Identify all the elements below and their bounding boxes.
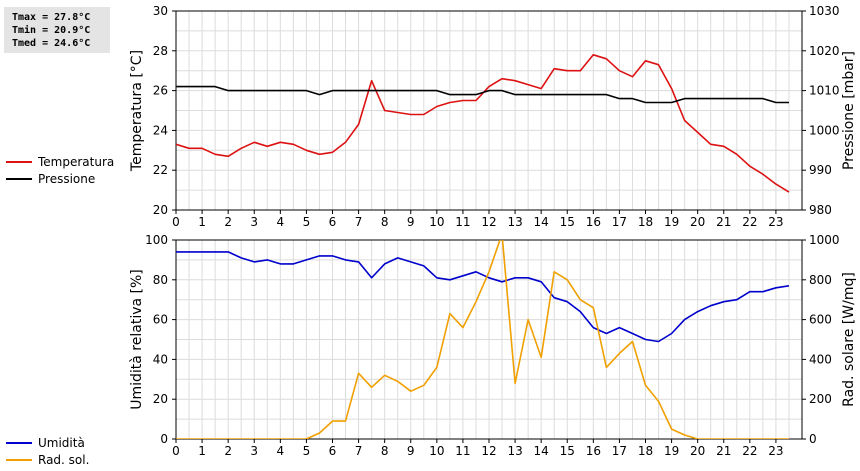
chart-2-x-tick-label: 19 <box>664 444 679 458</box>
chart-2-x-tick-label: 8 <box>381 444 389 458</box>
tmax-value: Tmax = 27.8°C <box>12 12 91 23</box>
chart-2-y-right-tick-label: 600 <box>809 313 832 327</box>
chart-2-y-left-tick-label: 0 <box>160 432 168 446</box>
chart-2-y-left-tick-label: 20 <box>153 392 168 406</box>
chart-2-x-tick-label: 20 <box>690 444 705 458</box>
chart-1-x-tick-label: 2 <box>224 215 232 229</box>
chart-2-y-right-tick-label: 400 <box>809 352 832 366</box>
chart-2-y-left-tick-label: 40 <box>153 352 168 366</box>
chart-1-x-tick-label: 21 <box>716 215 731 229</box>
legend-label-umidita: Umidità <box>38 436 85 450</box>
chart-2-x-tick-label: 13 <box>507 444 522 458</box>
chart-1-x-tick-label: 12 <box>481 215 496 229</box>
legend-swatch-pressione <box>6 178 32 180</box>
chart-2-y-right-tick-label: 0 <box>809 432 817 446</box>
chart-2-y-left-tick-label: 60 <box>153 313 168 327</box>
legend-item-temperatura: Temperatura <box>6 154 156 170</box>
chart-2-x-tick-label: 7 <box>355 444 363 458</box>
chart-2-x-tick-label: 15 <box>560 444 575 458</box>
chart-2-x-tick-label: 18 <box>638 444 653 458</box>
chart-2-x-tick-label: 12 <box>481 444 496 458</box>
chart-1-x-tick-label: 17 <box>612 215 627 229</box>
chart-1-y-left-tick-label: 26 <box>153 84 168 98</box>
chart-2-y-left-tick-label: 80 <box>153 273 168 287</box>
chart-1-y-left-tick-label: 30 <box>153 4 168 18</box>
chart-1-x-tick-label: 7 <box>355 215 363 229</box>
chart-1-series-pressione <box>176 85 789 104</box>
chart-1-x-tick-label: 4 <box>277 215 285 229</box>
chart-2-x-tick-label: 9 <box>407 444 415 458</box>
legend-label-pressione: Pressione <box>38 172 96 186</box>
chart-1-y-left-tick-label: 22 <box>153 163 168 177</box>
legend-label-temperatura: Temperatura <box>38 155 115 169</box>
chart-1-x-tick-label: 11 <box>455 215 470 229</box>
chart-2-x-tick-label: 22 <box>742 444 757 458</box>
chart-1-x-tick-label: 8 <box>381 215 389 229</box>
charts-canvas: 0 1 2 3 4 5 6 7 8 9 10 11 12 13 14 15 16 17 18 19 20 21 22 2320… <box>129 4 857 458</box>
tmin-value: Tmin = 20.9°C <box>12 25 91 36</box>
chart-1-x-tick-label: 15 <box>560 215 575 229</box>
chart-1-x-tick-label: 20 <box>690 215 705 229</box>
chart-1-y-left-tick-label: 24 <box>153 123 168 137</box>
chart-1-x-tick-label: 23 <box>768 215 783 229</box>
chart-2-series-umidit <box>176 251 790 343</box>
chart-2-x-tick-label: 2 <box>224 444 232 458</box>
chart-1-y-left-tick-label: 28 <box>153 44 168 58</box>
chart-2-x-tick-label: 6 <box>329 444 337 458</box>
chart-1-x-tick-label: 22 <box>742 215 757 229</box>
chart-1-x-tick-label: 3 <box>250 215 258 229</box>
chart-2-y-right-tick-label: 1000 <box>809 233 840 247</box>
chart-2-y-left-label: Umidità relativa [%] <box>129 269 145 410</box>
chart-2-y-left-tick-label: 100 <box>145 233 168 247</box>
chart-2-x-tick-label: 10 <box>429 444 444 458</box>
legend-item-pressione: Pressione <box>6 171 156 187</box>
stats-box: Tmax = 27.8°C Tmin = 20.9°C Tmed = 24.6°… <box>4 7 110 53</box>
chart-1-x-tick-label: 14 <box>534 215 549 229</box>
chart-2-x-tick-label: 5 <box>303 444 311 458</box>
chart-1-y-right-label: Pressione [mbar] <box>841 51 857 170</box>
legend-swatch-temperatura <box>6 161 32 163</box>
chart-2-x-tick-label: 3 <box>250 444 258 458</box>
chart-2-y-right-label: Rad. solare [W/mq] <box>841 272 857 407</box>
chart-1-x-tick-label: 0 <box>172 215 180 229</box>
chart-1-y-right-tick-label: 990 <box>809 163 832 177</box>
chart-1-y-right-tick-label: 1000 <box>809 123 840 137</box>
chart-1-x-tick-label: 16 <box>586 215 601 229</box>
chart-1-x-tick-label: 13 <box>507 215 522 229</box>
chart-2-x-tick-label: 16 <box>586 444 601 458</box>
chart-1-x-tick-label: 6 <box>329 215 337 229</box>
chart-1-x-tick-label: 1 <box>198 215 206 229</box>
top-chart-legend: Temperatura Pressione <box>6 154 156 190</box>
chart-2-x-tick-label: 1 <box>198 444 206 458</box>
chart-1-y-right-tick-label: 1030 <box>809 4 840 18</box>
chart-1-series-temperatura <box>176 53 790 193</box>
chart-1-x-tick-label: 5 <box>303 215 311 229</box>
chart-2-x-tick-label: 21 <box>716 444 731 458</box>
chart-1-y-right-tick-label: 980 <box>809 203 832 217</box>
chart-2-x-tick-label: 17 <box>612 444 627 458</box>
chart-2-series-rad-sol <box>176 240 789 439</box>
chart-2-x-tick-label: 4 <box>277 444 285 458</box>
tmed-value: Tmed = 24.6°C <box>12 38 91 49</box>
chart-1-x-tick-label: 18 <box>638 215 653 229</box>
chart-2-x-tick-label: 11 <box>455 444 470 458</box>
chart-1-x-tick-label: 19 <box>664 215 679 229</box>
chart-1-x-tick-label: 9 <box>407 215 415 229</box>
chart-1-x-tick-label: 10 <box>429 215 444 229</box>
chart-1-y-right-tick-label: 1010 <box>809 84 840 98</box>
chart-1-y-left-label: Temperatura [°C] <box>129 50 145 172</box>
chart-1-y-left-tick-label: 20 <box>153 203 168 217</box>
legend-swatch-umidita <box>6 442 32 444</box>
chart-1-y-right-tick-label: 1020 <box>809 44 840 58</box>
chart-2-x-tick-label: 14 <box>534 444 549 458</box>
legend-item-umidita: Umidità <box>6 435 156 451</box>
chart-2-y-right-tick-label: 800 <box>809 273 832 287</box>
chart-2-x-tick-label: 23 <box>768 444 783 458</box>
chart-2-x-tick-label: 0 <box>172 444 180 458</box>
chart-2-y-right-tick-label: 200 <box>809 392 832 406</box>
